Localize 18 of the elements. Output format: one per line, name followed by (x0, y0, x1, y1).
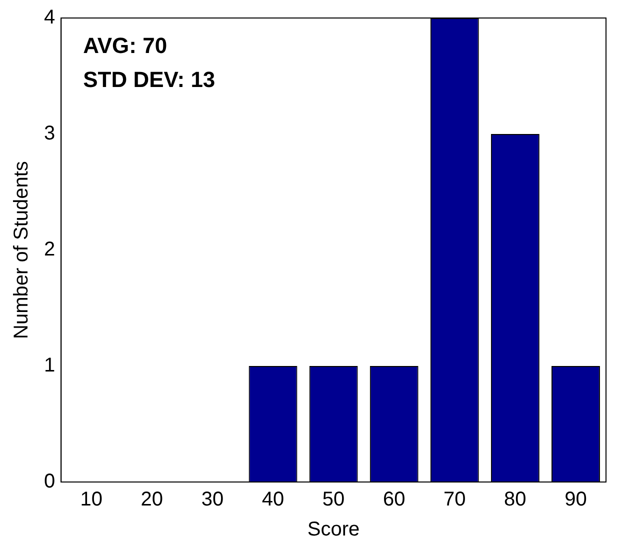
y-tick-label: 4 (44, 6, 56, 29)
x-tick-label: 50 (322, 488, 345, 511)
y-axis-title: Number of Students (10, 161, 33, 339)
y-tick-label: 2 (44, 238, 56, 261)
x-tick-label: 90 (564, 488, 587, 511)
x-tick-label: 70 (444, 488, 466, 511)
annotation: STD DEV: 13 (83, 67, 216, 92)
annotation: AVG: 70 (83, 33, 168, 58)
x-tick-label: 60 (382, 488, 406, 511)
x-axis-title: Score (307, 518, 360, 541)
x-tick-label: 30 (201, 488, 224, 511)
y-tick-label: 3 (44, 122, 56, 145)
y-tick-label: 0 (44, 470, 56, 493)
x-tick-label: 10 (80, 488, 103, 511)
x-tick-label: 80 (504, 488, 526, 511)
x-tick-label: 40 (262, 488, 284, 511)
x-tick-label: 20 (140, 488, 164, 511)
y-tick-label: 1 (44, 354, 56, 377)
